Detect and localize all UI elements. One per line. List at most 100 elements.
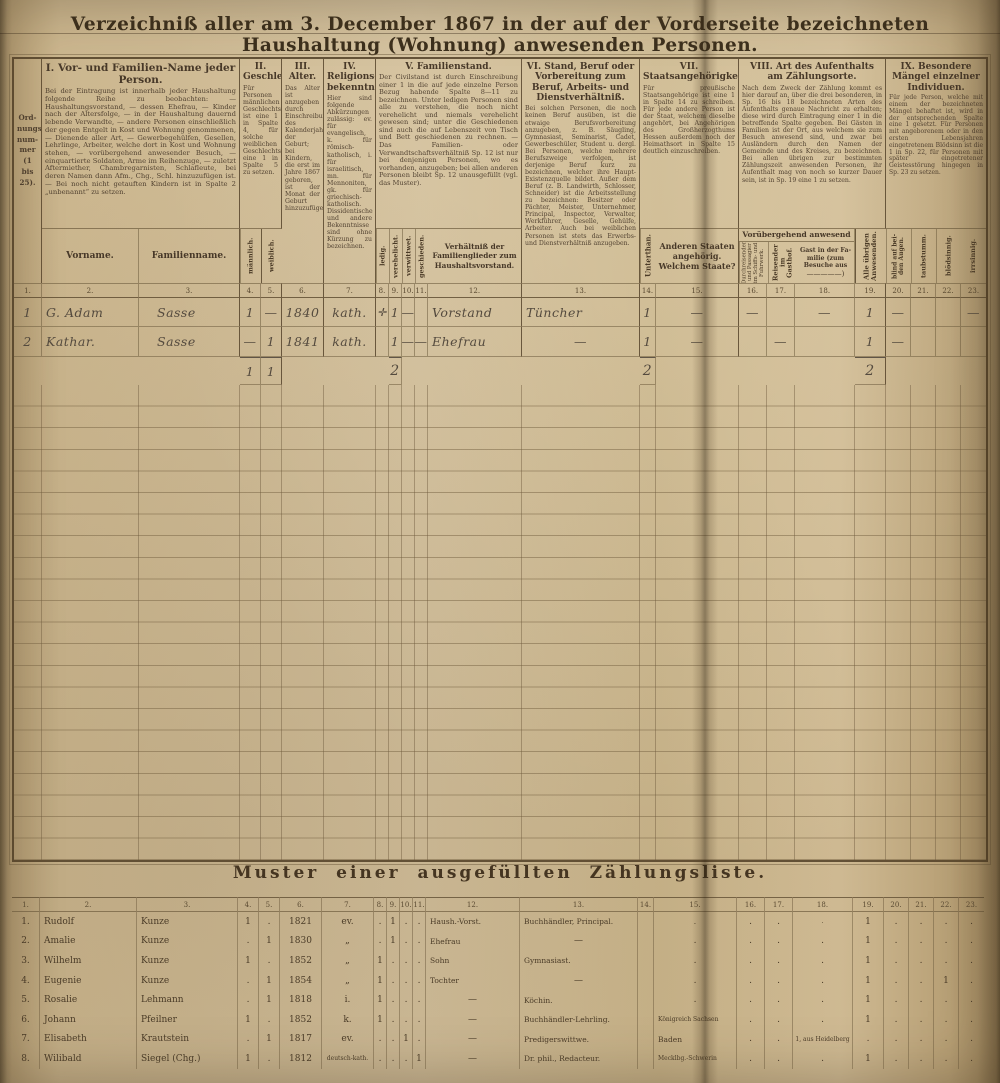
muster-cell: . [737,990,765,1010]
entry-cell: — [886,327,911,357]
muster-vorname: Amalie [40,931,137,952]
muster-cell: . [765,1049,793,1069]
colnum: 23. [961,283,986,298]
muster-cell: k. [322,1009,374,1030]
entry-cell: — [886,298,911,327]
muster-cell: . [970,916,973,927]
muster-beruf: — [520,931,638,952]
muster-cell: . [238,931,259,952]
ruled-column [656,385,739,860]
group-5-desc: Der Civilstand ist durch Einschreibung e… [379,73,518,187]
gast-familie-blank-line: —————) [806,269,845,278]
ruled-column [428,385,522,860]
muster-cell: 1 [374,990,387,1010]
group-6-desc: Bei solchen Personen, die noch keinen Be… [525,105,636,247]
muster-gast: . [793,1009,853,1030]
muster-gast: . [793,970,853,991]
muster-vorname: Wilhelm [40,951,137,971]
muster-cell: . [413,970,426,991]
muster-cell: . [413,912,426,932]
muster-cell: . [934,1049,959,1069]
ruled-column [42,385,139,860]
group-8-title: VIII. Art des Aufenthalts am Zählungsort… [750,62,874,83]
ruled-column [911,385,936,860]
colnum: 5. [261,283,282,298]
col-familienname-header: Familienname. [139,229,240,283]
muster-vorname: Rudolf [40,912,137,932]
muster-familienname: Pfeilner [137,1009,238,1030]
colnum: 23. [959,897,984,912]
colnum: 9. [389,283,402,298]
entry-cell [911,298,936,327]
group-9-desc: Für jede Person, welche mit einem der be… [889,94,983,177]
muster-gast: . [793,931,853,952]
muster-title: Muster einer ausgefüllten Zählungsliste. [232,863,768,883]
muster-cell [638,931,654,952]
muster-cell: 1852 [280,951,322,971]
entry-cell [739,327,767,357]
ruled-column [376,385,389,860]
muster-cell: 1 [259,931,280,952]
page-title: Verzeichniß aller am 3. December 1867 in… [70,14,930,56]
muster-ord: 8. [12,1049,40,1069]
entry-cell: — [656,327,739,357]
muster-cell: . [765,951,793,971]
muster-cell: . [884,1009,909,1030]
muster-ord: 3. [12,951,40,971]
colnum: 9. [387,897,400,912]
entry-verhaeltniss: Vorstand [428,298,522,327]
ruled-column [402,385,415,860]
colnum: 19. [855,283,886,298]
muster-cell: 1 [238,1009,259,1030]
colnum: 16. [737,897,765,912]
muster-cell: . [884,912,909,932]
muster-cell: . [238,990,259,1010]
muster-beruf: — [520,970,638,991]
col-gast-familie-header: Gast in der Fa­milie (zum Besuche aus [799,247,852,270]
group-5-title: V. Familienstand. [405,62,492,72]
entry-vorname: G. Adam [42,298,139,327]
colnum: 21. [911,283,936,298]
muster-gast: . [793,990,853,1010]
group-3-desc: Das Alter ist anzugeben durch Einschreib… [285,84,324,212]
muster-cell: . [765,931,793,952]
muster-cell: . [765,990,793,1010]
muster-cell: 1 [238,1049,259,1069]
muster-cell: . [853,1029,884,1050]
muster-verhaeltniss: — [426,1049,520,1069]
muster-cell: . [934,1009,959,1030]
muster-cell: ev. [322,1029,374,1050]
muster-beruf: Köchin. [520,990,638,1010]
main-table: Ord- nungs- num- mer (1 bis 25). I. Vor-… [9,54,991,865]
col-taubstumm-header: taubstumm. [911,229,936,283]
ruled-column [282,385,324,860]
muster-cell: 1830 [280,931,322,952]
entry-beruf: Tüncher [522,298,640,327]
muster-cell: ev. [322,912,374,932]
muster-staat: Mecklbg.-Schwerin [654,1049,737,1069]
ruled-column [261,385,282,860]
col-group-5-header: V. Familienstand. Der Civilstand ist dur… [376,59,522,229]
colnum: 10. [400,897,413,912]
entry-cell [961,327,986,357]
muster-cell: . [934,931,959,952]
entry-cell: — [961,298,986,327]
muster-cell: 1 [853,990,884,1010]
muster-cell: „ [322,931,374,952]
colnum: 4. [238,897,259,912]
group-8-desc: Nach dem Zweck der Zählung kommt es hier… [742,84,882,184]
colnum: 21. [909,897,934,912]
muster-cell: . [737,970,765,991]
col-ledig-header: ledig. [376,229,389,283]
entry-cell: — [767,327,795,357]
muster-cell: . [387,970,400,991]
muster-staat: . [654,931,737,952]
muster-cell [638,912,654,932]
ord-label: Ord- nungs- num- mer (1 bis 25). [17,113,42,187]
muster-ord: 1. [12,912,40,932]
muster-beruf: Buchhändler, Principal. [520,912,638,932]
muster-cell: . [765,1029,793,1050]
entry-cell: 1841 [282,327,324,357]
muster-staat: . [654,951,737,971]
muster-cell: . [970,1053,973,1064]
